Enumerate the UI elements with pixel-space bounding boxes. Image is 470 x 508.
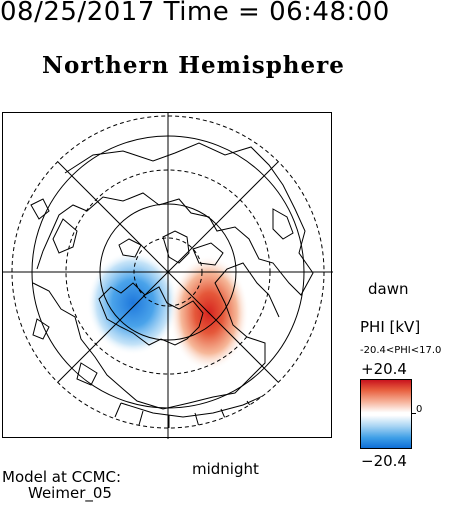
legend-range: -20.4<PHI<17.0 (360, 345, 442, 356)
plot-header: 08/25/2017 Time = 06:48:00 (0, 0, 390, 27)
midnight-label: midnight (192, 460, 259, 478)
colorbar (360, 379, 412, 449)
coastlines (30, 142, 314, 428)
model-label: Model at CCMC: (2, 468, 122, 486)
legend-title: PHI [kV] (360, 318, 421, 336)
header-date: 08/25/2017 (0, 0, 155, 27)
dawn-label: dawn (368, 280, 409, 298)
header-time: Time = 06:48:00 (163, 0, 390, 27)
colorbar-zero-tick (411, 413, 416, 414)
legend-min-label: −20.4 (361, 452, 407, 470)
polar-map (3, 113, 333, 439)
legend-max-label: +20.4 (361, 360, 407, 378)
model-name: Weimer_05 (28, 484, 112, 502)
negative-potential-cell (87, 251, 179, 355)
legend-zero-label: 0 (416, 404, 423, 415)
polar-plot (2, 112, 333, 439)
polar-grid (3, 113, 333, 439)
plot-title: Northern Hemisphere (42, 52, 345, 79)
